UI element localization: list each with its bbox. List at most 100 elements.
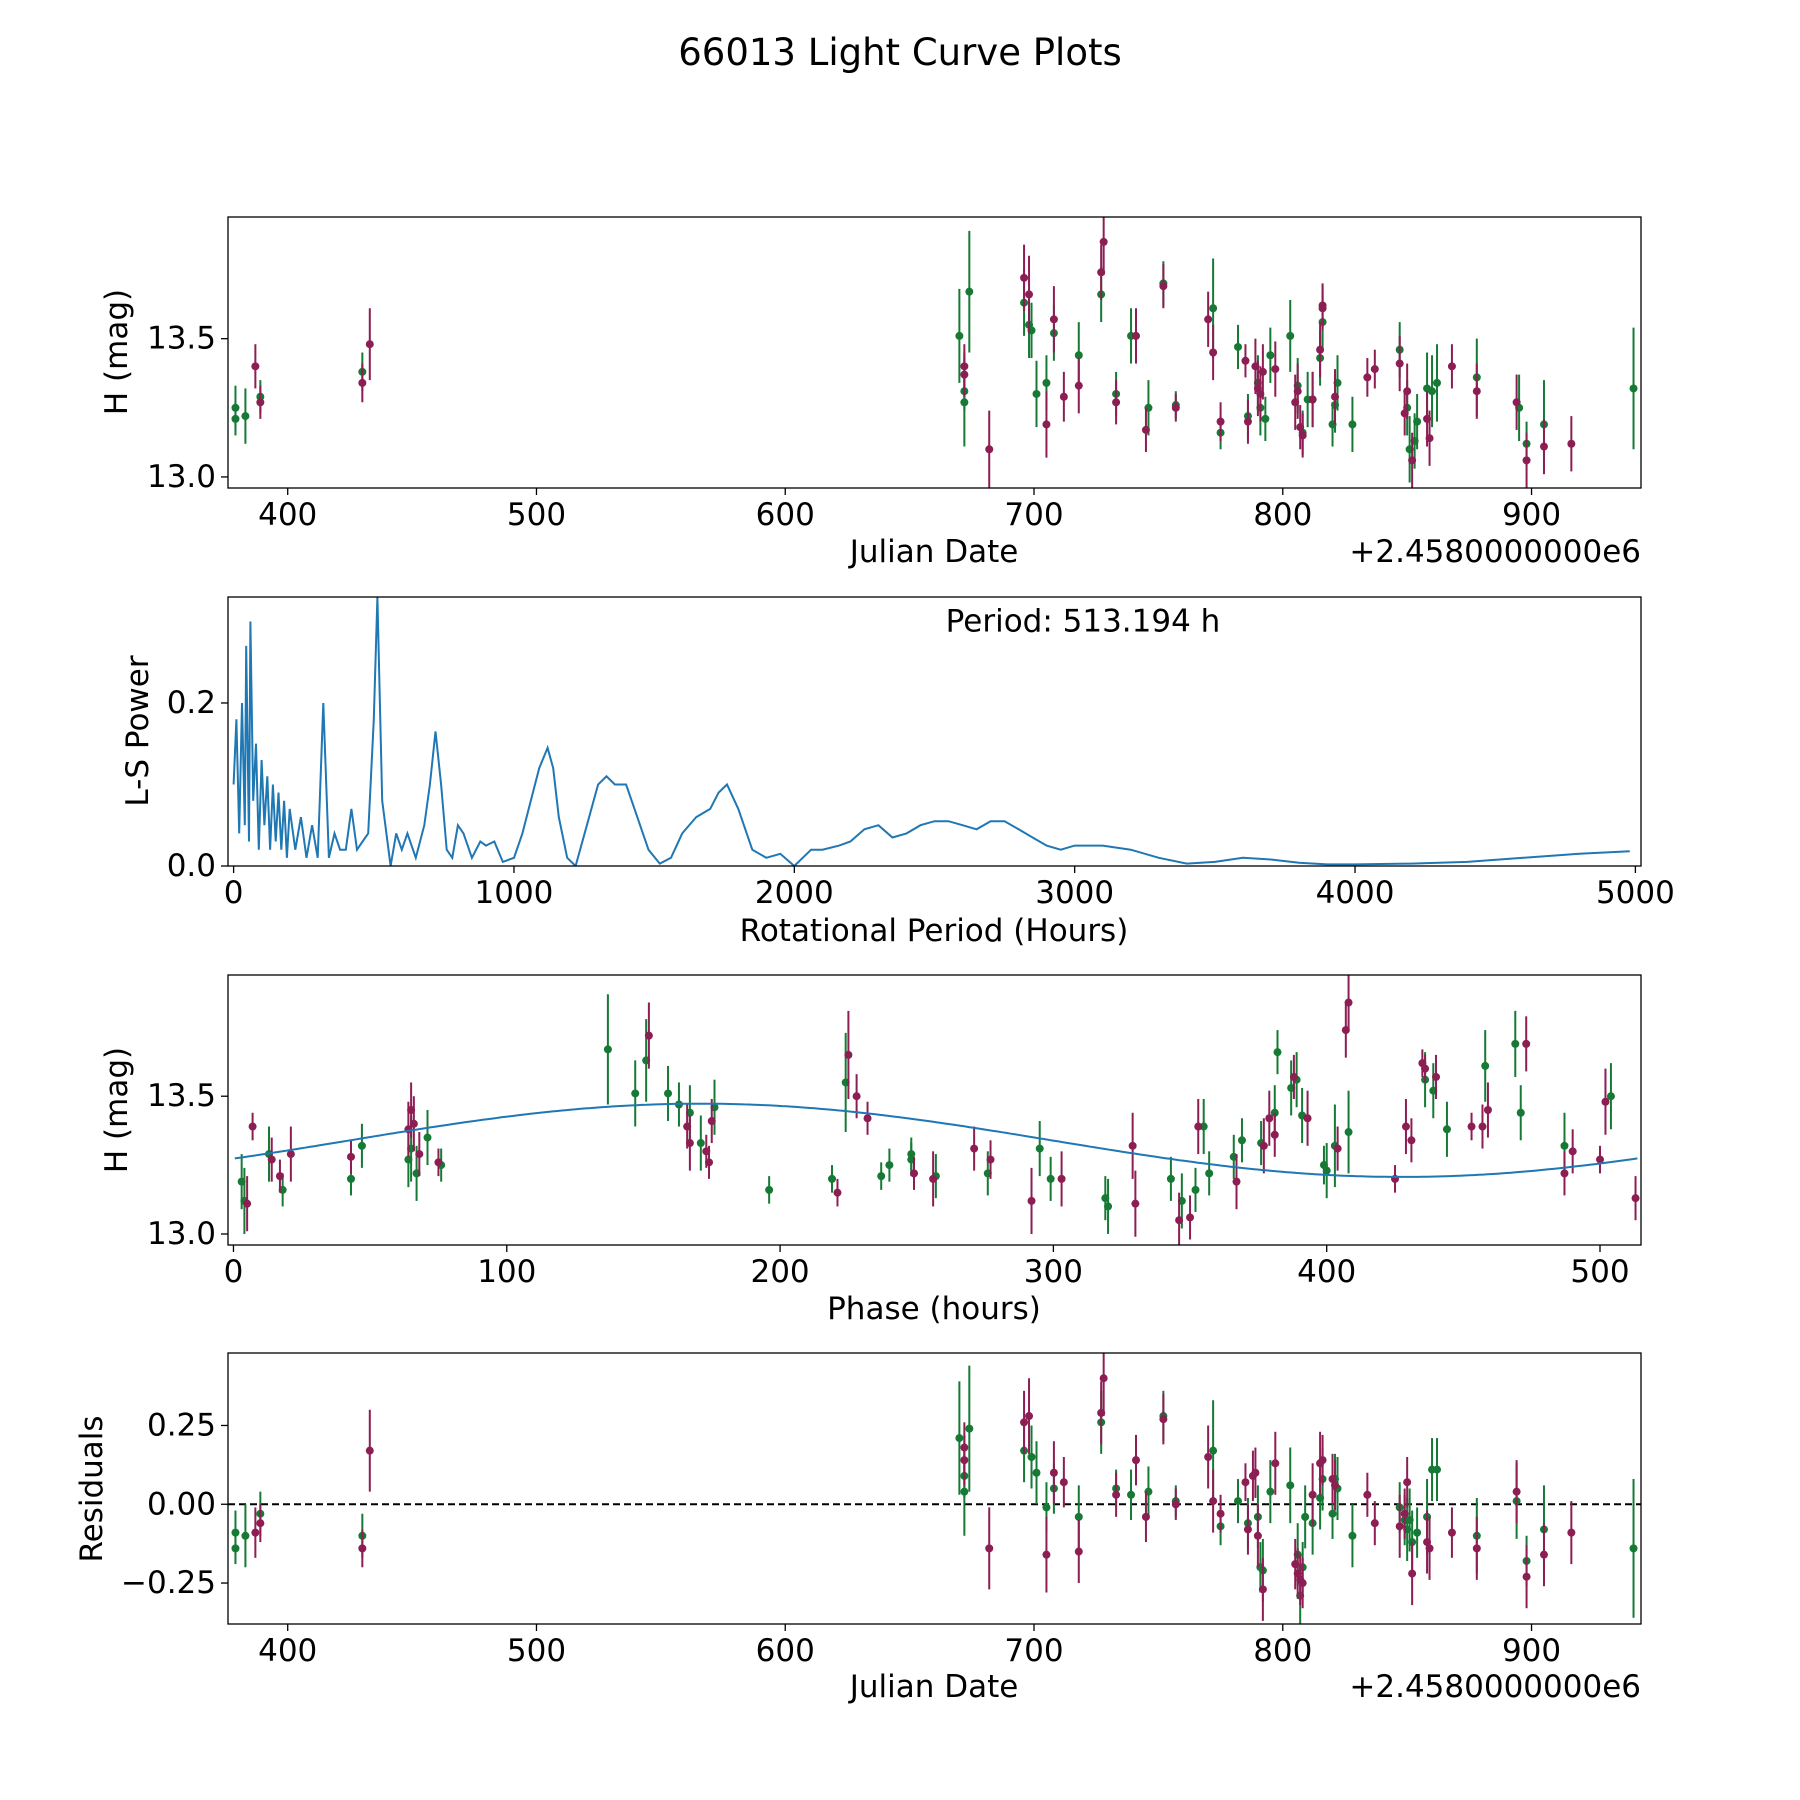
- green-data-point: [1233, 1497, 1242, 1506]
- purple-data-point: [1074, 381, 1083, 390]
- x-tick-label: 500: [1570, 1254, 1629, 1290]
- phase-fold-panel: 0 100 200 300 400 500 13.0 13.5 Phase (hours) H…: [99, 974, 1642, 1327]
- purple-data-point: [1027, 1196, 1036, 1205]
- purple-data-point: [1099, 237, 1108, 246]
- green-data-point: [1629, 1544, 1638, 1553]
- purple-data-point: [929, 1174, 938, 1183]
- green-data-point: [1442, 1125, 1451, 1134]
- purple-data-point: [1251, 1468, 1260, 1477]
- purple-data-point: [1186, 1213, 1195, 1222]
- light-curve-frame: [227, 216, 1642, 489]
- purple-data-point: [275, 1172, 284, 1181]
- x-tick-label: 700: [1004, 1633, 1063, 1669]
- purple-data-point: [1074, 1547, 1083, 1556]
- purple-data-point: [1132, 1456, 1141, 1465]
- purple-data-point: [1132, 331, 1141, 340]
- purple-data-point: [1131, 1199, 1140, 1208]
- purple-data-point: [1447, 362, 1456, 371]
- purple-data-point: [1421, 1064, 1430, 1073]
- purple-data-point: [365, 1446, 374, 1455]
- purple-data-point: [365, 340, 374, 349]
- green-data-point: [1413, 417, 1422, 426]
- residuals-ylabel: Residuals: [74, 1415, 110, 1562]
- green-data-point: [1273, 1048, 1282, 1057]
- green-data-point: [1261, 414, 1270, 423]
- purple-data-point: [1243, 1525, 1252, 1534]
- green-data-point: [1344, 1128, 1353, 1137]
- x-tick-label: 500: [507, 497, 566, 533]
- purple-data-point: [1333, 1144, 1342, 1153]
- purple-data-point: [1407, 1136, 1416, 1145]
- purple-data-point: [1472, 387, 1481, 396]
- purple-data-point: [1128, 1141, 1137, 1150]
- purple-data-point: [1216, 417, 1225, 426]
- purple-data-point: [358, 1544, 367, 1553]
- purple-data-point: [1318, 1456, 1327, 1465]
- x-tick-label: 700: [1004, 497, 1063, 533]
- purple-data-point: [248, 1122, 257, 1131]
- green-data-point: [1199, 1122, 1208, 1131]
- purple-data-point: [707, 1117, 716, 1126]
- purple-data-point: [1425, 1544, 1434, 1553]
- green-data-point: [1032, 1468, 1041, 1477]
- purple-data-point: [705, 1158, 714, 1167]
- purple-data-point: [970, 1144, 979, 1153]
- purple-data-point: [1512, 398, 1521, 407]
- green-data-point: [965, 1424, 974, 1433]
- green-data-point: [1027, 1452, 1036, 1461]
- purple-data-point: [1025, 1412, 1034, 1421]
- purple-data-point: [1539, 442, 1548, 451]
- x-tick-label: 400: [258, 1633, 317, 1669]
- purple-data-point: [1025, 290, 1034, 299]
- purple-data-point: [1175, 1216, 1184, 1225]
- green-data-point: [1127, 1490, 1136, 1499]
- phase-fold-points: [234, 975, 1640, 1245]
- x-tick-label: 2000: [755, 875, 834, 911]
- purple-data-point: [1308, 1490, 1317, 1499]
- purple-data-point: [1270, 1130, 1279, 1139]
- purple-data-point: [910, 1169, 919, 1178]
- purple-data-point: [1568, 1147, 1577, 1156]
- purple-data-point: [1472, 1544, 1481, 1553]
- periodogram-xlabel: Rotational Period (Hours): [740, 913, 1129, 949]
- y-tick-label: 13.0: [147, 1216, 216, 1252]
- purple-data-point: [1403, 1478, 1412, 1487]
- purple-data-point: [1141, 1512, 1150, 1521]
- periodogram-ylabel: L-S Power: [120, 655, 156, 806]
- purple-data-point: [1271, 1459, 1280, 1468]
- purple-data-point: [1216, 1509, 1225, 1518]
- green-data-point: [1286, 1481, 1295, 1490]
- x-tick-label: 800: [1253, 497, 1312, 533]
- green-data-point: [631, 1089, 640, 1098]
- x-tick-label: 200: [750, 1254, 809, 1290]
- green-data-point: [955, 1434, 964, 1443]
- green-data-point: [1348, 420, 1357, 429]
- green-data-point: [765, 1185, 774, 1194]
- x-tick-label: 600: [756, 497, 815, 533]
- purple-data-point: [1141, 425, 1150, 434]
- purple-data-point: [1370, 365, 1379, 374]
- light-curve-ylabel: H (mag): [99, 289, 135, 415]
- x-tick-label: 400: [1297, 1254, 1356, 1290]
- purple-data-point: [1512, 1487, 1521, 1496]
- purple-data-point: [1059, 1478, 1068, 1487]
- purple-data-point: [434, 1158, 443, 1167]
- green-data-point: [603, 1045, 612, 1054]
- purple-data-point: [1400, 1509, 1409, 1518]
- purple-data-point: [985, 445, 994, 454]
- purple-data-point: [1042, 1550, 1051, 1559]
- purple-data-point: [1308, 395, 1317, 404]
- purple-data-point: [1243, 417, 1252, 426]
- purple-data-point: [1395, 359, 1404, 368]
- green-data-point: [1209, 304, 1218, 313]
- purple-data-point: [1204, 1452, 1213, 1461]
- green-data-point: [231, 1544, 240, 1553]
- purple-data-point: [1316, 345, 1325, 354]
- green-data-point: [907, 1150, 916, 1159]
- purple-data-point: [644, 1031, 653, 1040]
- purple-data-point: [1241, 1478, 1250, 1487]
- purple-data-point: [1020, 1418, 1029, 1427]
- purple-data-point: [1631, 1194, 1640, 1203]
- purple-data-point: [1567, 1528, 1576, 1537]
- green-data-point: [885, 1161, 894, 1170]
